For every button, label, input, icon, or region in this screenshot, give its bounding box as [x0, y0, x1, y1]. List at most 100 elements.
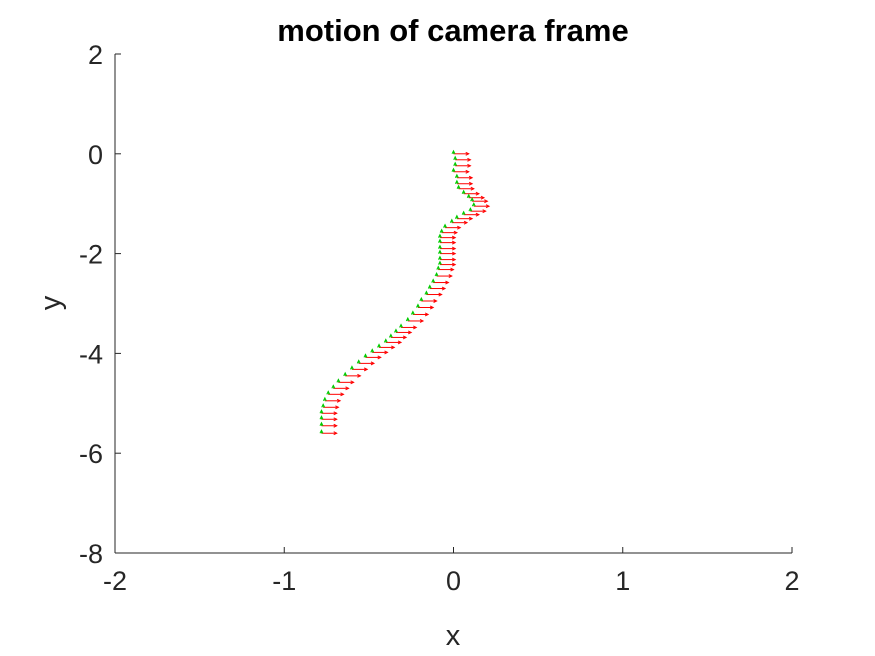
x-arrow-head — [467, 163, 472, 168]
x-arrow-head — [363, 367, 369, 372]
x-ticks: -2 -1 0 1 2 — [103, 547, 800, 596]
x-arrow-head — [453, 230, 459, 235]
camera-frame-marker — [322, 396, 342, 403]
camera-frame-marker — [438, 249, 457, 256]
camera-frame-marker — [471, 202, 491, 209]
x-arrow-head — [391, 345, 396, 350]
camera-frame-marker — [438, 255, 457, 262]
x-arrow-head — [407, 330, 413, 335]
x-arrow-head — [482, 209, 487, 214]
x-arrow-head — [451, 235, 457, 240]
x-arrow-head — [424, 312, 430, 317]
y-arrow-head — [451, 167, 456, 172]
camera-frame-marker — [454, 173, 474, 180]
camera-frame-marker — [461, 189, 481, 196]
y-arrow-head — [434, 271, 439, 277]
camera-frame-marker — [438, 233, 457, 240]
y-arrow-head — [350, 365, 354, 370]
y-arrow-head — [471, 202, 476, 207]
y-arrow-head — [451, 149, 456, 155]
y-arrow-head — [438, 238, 442, 243]
x-tick-label: -2 — [103, 566, 127, 596]
y-arrow-head — [370, 348, 375, 353]
y-arrow-head — [470, 197, 475, 202]
y-arrow-head — [331, 384, 336, 389]
y-arrow-head — [438, 233, 442, 238]
x-arrow-head — [484, 199, 489, 204]
camera-frame-marker — [377, 343, 396, 350]
y-arrow-head — [454, 179, 459, 184]
camera-frame-marker — [326, 390, 345, 397]
y-arrow-head — [326, 390, 331, 395]
y-arrow-head — [424, 290, 429, 295]
camera-frame-marker — [443, 223, 462, 230]
x-arrow-head — [429, 305, 435, 310]
x-arrow-head — [463, 220, 469, 225]
camera-frame-marker — [405, 316, 425, 323]
x-arrow-head — [345, 386, 350, 391]
camera-frame-marker — [321, 403, 340, 410]
camera-frame-marker — [331, 384, 350, 391]
y-arrow-head — [405, 316, 410, 322]
camera-frame-marker — [388, 333, 408, 340]
x-tick-label: 1 — [615, 566, 630, 596]
camera-frame-marker — [438, 244, 457, 251]
camera-frame-marker — [424, 290, 443, 297]
x-arrow-head — [465, 151, 470, 156]
y-arrow-head — [319, 415, 324, 420]
camera-frames — [319, 149, 491, 436]
y-arrow-head — [456, 184, 461, 189]
x-arrow-head — [448, 274, 453, 279]
y-arrow-head — [427, 284, 432, 289]
y-axis-label: y — [35, 295, 67, 310]
x-arrow-head — [438, 292, 443, 297]
x-arrow-head — [475, 212, 481, 217]
y-arrow-head — [453, 161, 458, 167]
camera-frame-marker — [468, 207, 487, 214]
y-tick-label: -4 — [79, 339, 103, 369]
y-arrow-head — [466, 193, 471, 198]
camera-frame-marker — [363, 353, 382, 360]
x-arrow-head — [370, 361, 376, 366]
y-arrow-head — [319, 409, 324, 414]
x-arrow-head — [468, 175, 474, 180]
x-arrow-head — [340, 392, 345, 397]
y-arrow-head — [319, 429, 324, 434]
y-arrow-head — [453, 155, 458, 161]
camera-frame-marker — [453, 155, 472, 162]
x-arrow-head — [480, 195, 486, 200]
y-arrow-head — [461, 210, 466, 215]
camera-frame-marker — [319, 429, 338, 436]
x-arrow-head — [350, 380, 355, 385]
camera-frame-marker — [370, 348, 389, 355]
x-tick-label: 0 — [446, 566, 461, 596]
camera-frame-marker — [399, 323, 418, 330]
x-tick-label: 2 — [784, 566, 799, 596]
y-arrow-head — [388, 333, 393, 338]
y-arrow-head — [383, 338, 388, 343]
y-arrow-head — [410, 310, 415, 315]
x-arrow-head — [468, 216, 474, 221]
x-arrow-head — [377, 355, 382, 360]
y-arrow-head — [438, 249, 442, 254]
y-arrow-head — [438, 244, 442, 249]
y-arrow-head — [416, 303, 420, 308]
x-arrow-head — [445, 280, 450, 285]
x-arrow-head — [467, 157, 472, 162]
camera-frame-marker — [336, 378, 355, 385]
x-arrow-head — [402, 335, 408, 340]
x-arrow-head — [384, 350, 389, 355]
y-ticks: -8 -6 -4 -2 0 2 — [79, 40, 121, 569]
y-tick-label: -8 — [79, 539, 103, 569]
y-arrow-head — [363, 353, 368, 358]
camera-frame-marker — [410, 310, 430, 317]
camera-frame-marker — [434, 271, 453, 279]
y-arrow-head — [449, 218, 454, 223]
camera-frame-marker — [439, 228, 459, 235]
x-arrow-head — [485, 204, 491, 209]
y-arrow-head — [454, 173, 459, 178]
camera-frame-marker — [466, 193, 486, 200]
y-arrow-head — [443, 223, 447, 228]
x-arrow-head — [441, 286, 447, 291]
